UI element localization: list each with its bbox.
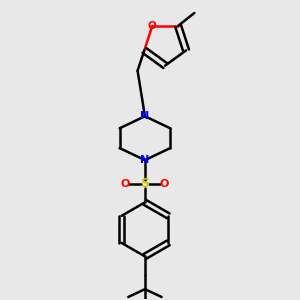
Text: N: N: [140, 111, 150, 121]
Text: O: O: [160, 179, 169, 189]
Text: N: N: [140, 155, 150, 165]
Text: O: O: [148, 21, 157, 31]
Text: O: O: [121, 179, 130, 189]
Text: S: S: [140, 177, 149, 190]
